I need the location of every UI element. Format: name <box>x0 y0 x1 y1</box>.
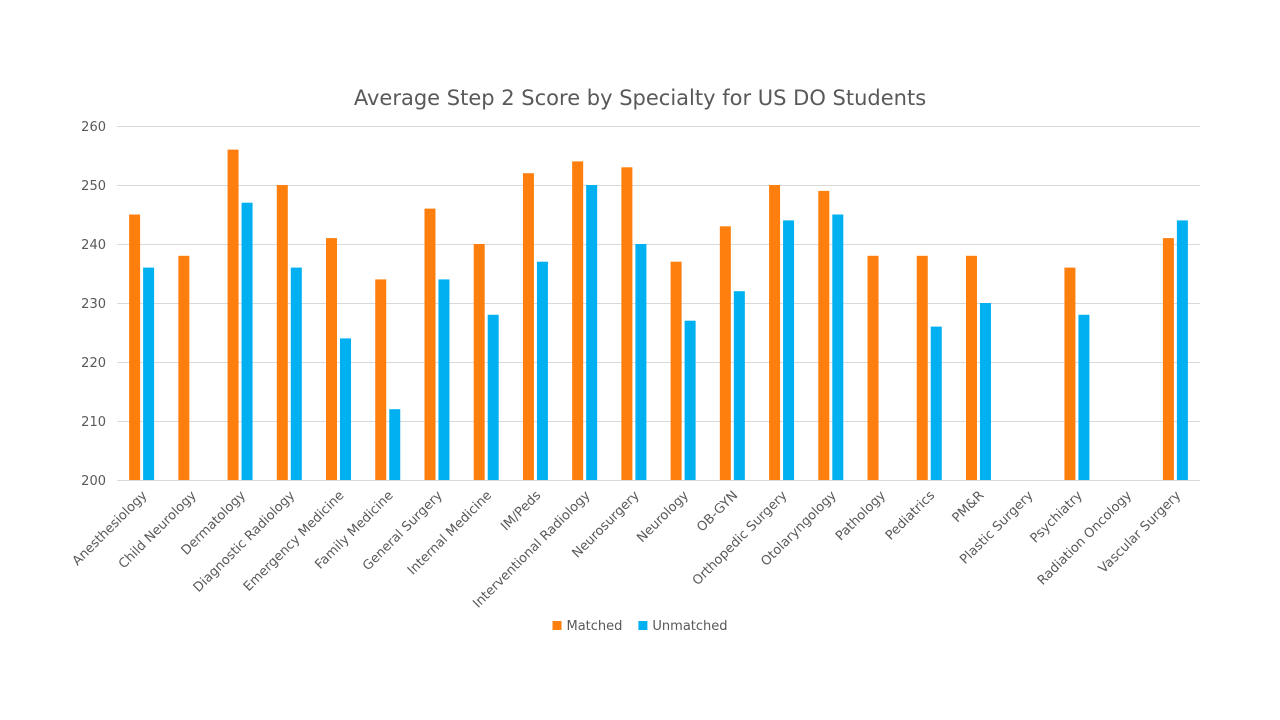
legend-swatch-matched <box>552 621 562 630</box>
y-tick-label: 260 <box>81 120 106 135</box>
x-tick-label: Pathology <box>833 488 889 544</box>
bar-matched-10 <box>572 161 584 480</box>
bar-unmatched-11 <box>635 244 647 480</box>
bar-matched-17 <box>916 255 928 480</box>
bar-matched-4 <box>276 185 288 480</box>
bar-unmatched-13 <box>733 291 745 480</box>
bar-matched-8 <box>473 244 485 480</box>
bar-unmatched-1 <box>143 267 155 480</box>
legend-swatch-unmatched <box>638 621 648 630</box>
x-tick-label: Neurology <box>634 488 692 546</box>
bar-unmatched-18 <box>979 303 991 480</box>
bar-matched-5 <box>326 238 338 480</box>
bar-unmatched-15 <box>832 214 844 480</box>
bar-unmatched-14 <box>783 220 795 480</box>
y-tick-label: 250 <box>81 179 106 194</box>
bar-matched-9 <box>522 173 534 480</box>
bar-unmatched-20 <box>1078 314 1090 480</box>
bar-unmatched-8 <box>487 314 499 480</box>
x-tick-label: Internal Medicine <box>405 488 495 578</box>
x-tick-label: Pediatrics <box>883 488 938 543</box>
bar-matched-11 <box>621 167 633 481</box>
bar-matched-22 <box>1162 238 1174 480</box>
bar-unmatched-10 <box>586 185 598 480</box>
bar-unmatched-12 <box>684 320 696 480</box>
bar-unmatched-22 <box>1176 220 1188 480</box>
bar-matched-7 <box>424 208 436 480</box>
bar-matched-16 <box>867 255 879 480</box>
legend-item-matched: Matched <box>552 619 623 634</box>
bar-matched-1 <box>129 214 141 480</box>
x-tick-label: Radiation Oncology <box>1035 488 1135 588</box>
bar-unmatched-7 <box>438 279 450 480</box>
chart-title: Average Step 2 Score by Specialty for US… <box>354 86 926 110</box>
y-tick-label: 200 <box>81 474 106 489</box>
bar-unmatched-6 <box>389 409 401 480</box>
legend-label-matched: Matched <box>567 619 623 634</box>
x-tick-label: Vascular Surgery <box>1096 488 1185 577</box>
x-tick-label: OB-GYN <box>694 488 741 535</box>
y-tick-label: 210 <box>81 415 106 430</box>
legend-item-unmatched: Unmatched <box>638 619 728 634</box>
bar-matched-6 <box>375 279 387 480</box>
x-tick-label: IM/Peds <box>498 488 544 534</box>
y-axis-tick-labels: 200 210 220 230 240 250 260 <box>81 120 106 489</box>
bar-matched-12 <box>670 261 682 480</box>
y-tick-label: 240 <box>81 238 106 253</box>
bar-matched-18 <box>965 255 977 480</box>
bar-matched-2 <box>178 255 190 480</box>
y-tick-label: 220 <box>81 356 106 371</box>
x-tick-label: Orthopedic Surgery <box>690 488 791 589</box>
bars <box>129 149 1188 481</box>
bar-matched-20 <box>1064 267 1076 480</box>
legend: Matched Unmatched <box>552 619 728 634</box>
bar-matched-13 <box>719 226 731 480</box>
bar-matched-3 <box>227 149 239 480</box>
bar-unmatched-3 <box>241 202 253 480</box>
bar-matched-15 <box>818 190 830 480</box>
y-tick-label: 230 <box>81 297 106 312</box>
bar-unmatched-5 <box>340 338 352 480</box>
bar-unmatched-17 <box>930 326 942 480</box>
legend-label-unmatched: Unmatched <box>652 619 727 634</box>
bar-unmatched-4 <box>290 267 302 480</box>
x-tick-label: PM&R <box>950 488 988 526</box>
bar-unmatched-9 <box>536 261 548 480</box>
bar-matched-14 <box>769 185 781 480</box>
